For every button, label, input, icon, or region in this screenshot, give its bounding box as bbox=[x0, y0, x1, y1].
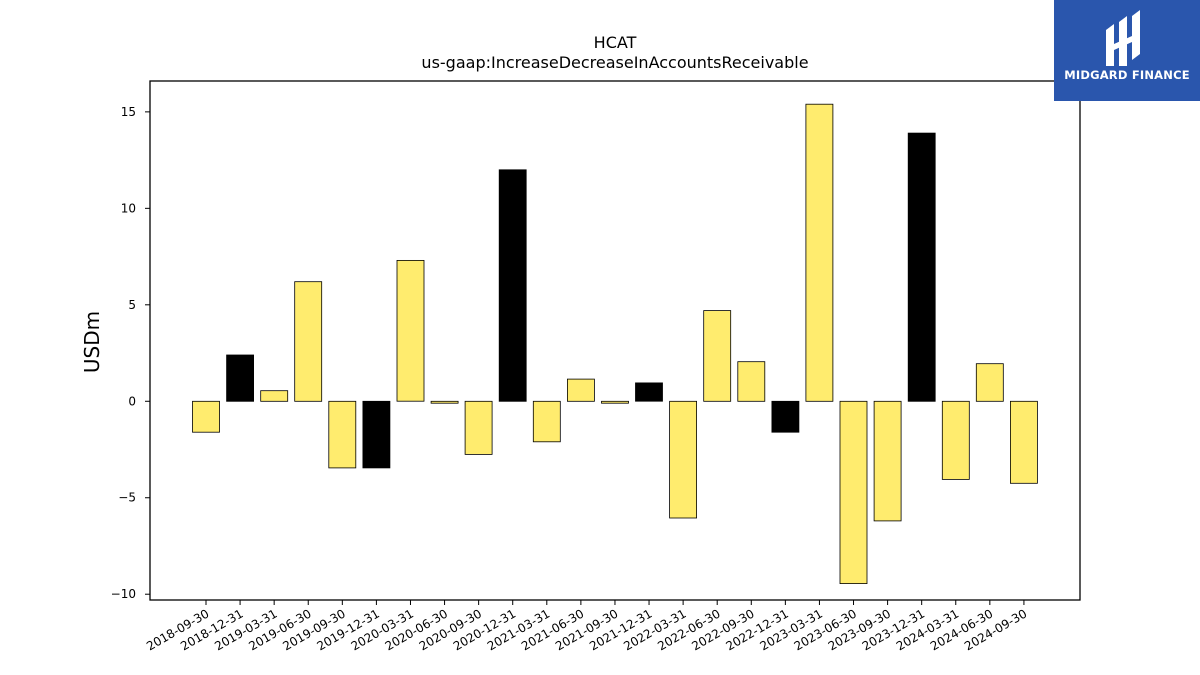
bar-2021-06-30 bbox=[567, 378, 595, 402]
bar-2023-09-30 bbox=[873, 400, 902, 522]
chart-subtitle: us-gaap:IncreaseDecreaseInAccountsReceiv… bbox=[421, 53, 808, 72]
midgard-finance-logo: MIDGARD FINANCE bbox=[1054, 0, 1200, 101]
bar-2019-06-30 bbox=[294, 281, 323, 402]
bar-2022-09-30 bbox=[737, 361, 766, 402]
y-tick-label: 5 bbox=[128, 298, 136, 312]
y-tick-label: −5 bbox=[118, 491, 136, 505]
plot-frame bbox=[149, 80, 1081, 601]
bars-group bbox=[192, 103, 1038, 584]
bar-2019-12-31 bbox=[362, 400, 391, 469]
x-axis-ticks: 2018-09-302018-12-312019-03-312019-06-30… bbox=[144, 600, 1029, 653]
bar-2024-03-31 bbox=[941, 400, 970, 480]
bar-2018-12-31 bbox=[226, 354, 255, 402]
midgard-logo-icon bbox=[1106, 10, 1140, 66]
bar-2020-09-30 bbox=[464, 400, 493, 455]
y-axis-label: USDm bbox=[80, 311, 104, 373]
bar-2020-03-31 bbox=[396, 259, 425, 402]
chart-title: HCAT bbox=[594, 33, 637, 52]
y-tick-label: 15 bbox=[121, 105, 136, 119]
bar-2024-06-30 bbox=[975, 363, 1004, 402]
y-axis-ticks: −10 −5 0 5 10 15 bbox=[111, 105, 150, 601]
bar-2024-09-30 bbox=[1010, 400, 1038, 484]
bar-2022-06-30 bbox=[703, 310, 732, 402]
y-tick-label: −10 bbox=[111, 587, 136, 601]
logo-text: MIDGARD FINANCE bbox=[1064, 68, 1190, 82]
bar-2023-03-31 bbox=[805, 103, 834, 402]
bar-2019-09-30 bbox=[328, 400, 357, 469]
bar-2022-03-31 bbox=[669, 400, 697, 519]
bar-2021-03-31 bbox=[532, 400, 561, 443]
bar-2018-09-30 bbox=[192, 400, 220, 433]
bar-2023-12-31 bbox=[907, 132, 936, 402]
bar-2021-12-31 bbox=[635, 382, 663, 402]
y-tick-label: 10 bbox=[121, 201, 136, 215]
bar-2020-12-31 bbox=[498, 169, 527, 402]
y-tick-label: 0 bbox=[128, 394, 136, 408]
bar-2021-09-30 bbox=[601, 400, 629, 404]
bar-2022-12-31 bbox=[771, 400, 800, 433]
bar-2020-06-30 bbox=[430, 400, 459, 404]
bar-2019-03-31 bbox=[260, 390, 289, 402]
bar-2023-06-30 bbox=[839, 400, 868, 584]
